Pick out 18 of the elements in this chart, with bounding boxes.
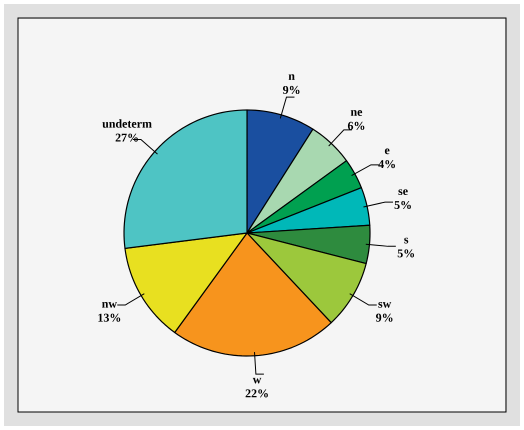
data-label: 6% xyxy=(348,122,364,130)
data-label: 9% xyxy=(376,314,392,322)
data-label: 9% xyxy=(282,86,300,94)
slice-label: w xyxy=(252,378,262,384)
slice-label: e xyxy=(384,148,390,154)
slice-label: s xyxy=(404,238,408,244)
data-label: 27% xyxy=(116,134,138,142)
slice-label: undeterm xyxy=(102,119,152,128)
data-label: 22% xyxy=(246,389,268,398)
data-label: 4% xyxy=(378,160,395,168)
data-label: 13% xyxy=(98,314,120,322)
slice-label: sw xyxy=(378,302,392,308)
slice-label: n xyxy=(288,74,295,80)
slice-label: ne xyxy=(350,110,362,116)
data-label: 5% xyxy=(394,200,411,210)
slice-label: nw xyxy=(102,302,117,308)
slice-label: se xyxy=(398,189,408,196)
data-label: 5% xyxy=(398,249,414,258)
